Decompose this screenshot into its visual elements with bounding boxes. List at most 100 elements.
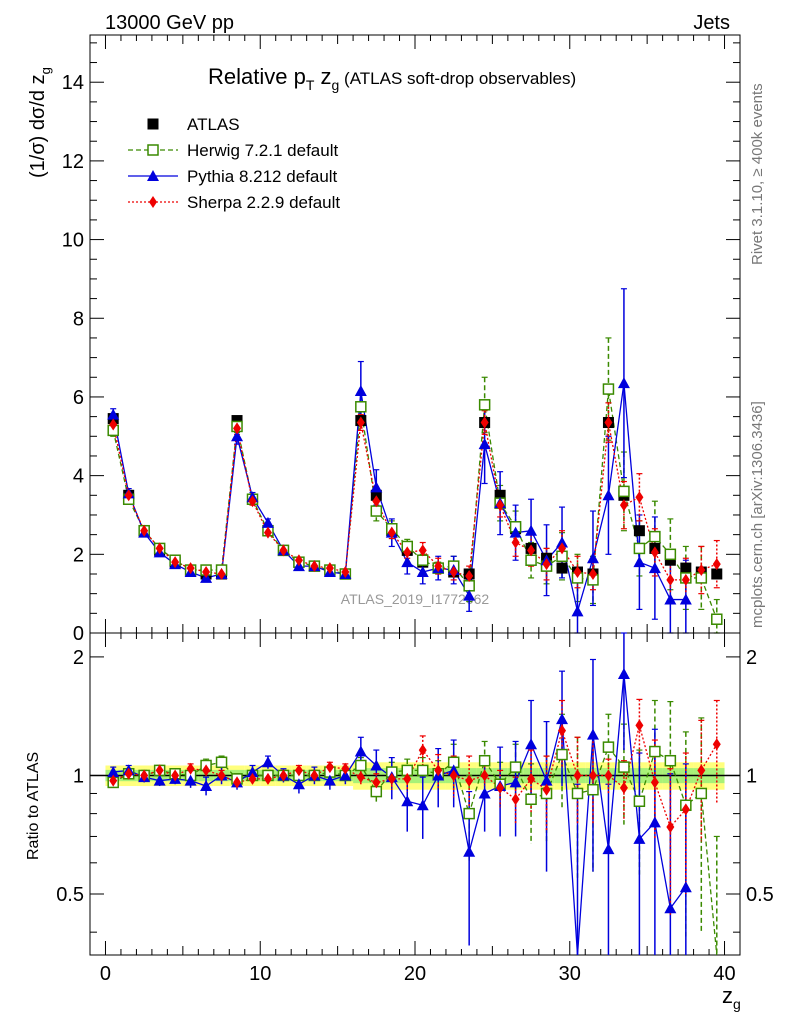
data-point-square-filled xyxy=(556,562,568,574)
ratio-point-square-open xyxy=(556,748,568,761)
data-point-triangle-filled xyxy=(354,385,367,397)
legend-label: Sherpa 2.2.9 default xyxy=(187,193,340,212)
series-line xyxy=(112,422,718,581)
data-point-square-open xyxy=(416,554,429,566)
data-point-triangle-filled xyxy=(617,377,630,389)
ratio-point-square-open xyxy=(587,783,599,796)
y-tick-label: 2 xyxy=(73,544,84,566)
ratio-frame xyxy=(89,632,741,956)
ratio-point-diamond-filled xyxy=(372,776,381,789)
ratio-point-square-open xyxy=(664,754,677,767)
data-point-diamond-filled xyxy=(666,573,675,586)
data-point-triangle-filled xyxy=(261,516,274,528)
data-point-triangle-filled xyxy=(463,589,476,601)
x-tick-label: 30 xyxy=(559,963,581,985)
ratio-point-diamond-filled xyxy=(434,764,443,777)
ratio-point-triangle-filled xyxy=(509,776,522,788)
data-point-diamond-filled xyxy=(449,566,458,579)
ratio-point-square-open xyxy=(618,761,630,773)
data-point-triangle-filled xyxy=(571,605,584,617)
side-mcplots-label: mcplots.cern.ch [arXiv:1306.3436] xyxy=(749,401,766,628)
data-point-diamond-filled xyxy=(294,554,303,567)
ratio-y-tick-label-right: 0.5 xyxy=(746,884,774,906)
data-point-square-filled xyxy=(633,525,645,537)
ratio-point-diamond-filled xyxy=(635,719,644,732)
data-point-triangle-filled xyxy=(633,556,646,568)
legend-marker-square-open xyxy=(147,144,159,156)
data-point-square-filled xyxy=(231,415,243,427)
data-point-square-open xyxy=(463,580,475,592)
ratio-point-square-open xyxy=(509,761,522,773)
x-axis-label-main: z xyxy=(722,983,733,1008)
ratio-series-line xyxy=(113,673,687,956)
data-point-diamond-filled xyxy=(140,524,149,537)
data-point-diamond-filled xyxy=(310,560,319,573)
data-point-triangle-filled xyxy=(664,593,677,605)
y-axis-label: (1/σ) dσ/d zg xyxy=(27,67,53,178)
data-point-diamond-filled xyxy=(171,556,180,569)
ratio-y-tick-label: 2 xyxy=(73,647,84,669)
data-point-diamond-filled xyxy=(263,526,272,539)
ratio-point-triangle-filled xyxy=(478,787,491,799)
data-point-triangle-filled xyxy=(586,552,599,564)
ratio-point-diamond-filled xyxy=(558,724,567,737)
data-point-diamond-filled xyxy=(109,418,118,431)
data-point-diamond-filled xyxy=(542,558,551,571)
plot-title: Relative pT zg (ATLAS soft-drop observab… xyxy=(208,64,576,93)
data-point-diamond-filled xyxy=(248,495,257,508)
data-point-triangle-filled xyxy=(556,536,569,548)
ratio-point-diamond-filled xyxy=(573,769,582,782)
y-tick-label: 6 xyxy=(73,387,84,409)
ratio-point-triangle-filled xyxy=(586,728,599,740)
data-point-square-open xyxy=(355,401,367,413)
data-point-triangle-filled xyxy=(231,430,244,442)
legend-marker-triangle-filled xyxy=(147,170,159,181)
ratio-point-diamond-filled xyxy=(217,769,226,782)
legend-marker-square-filled xyxy=(147,118,159,130)
data-point-square-open xyxy=(649,530,661,543)
plot-title-tail: (ATLAS soft-drop observables) xyxy=(339,69,576,88)
ratio-point-triangle-filled xyxy=(370,759,383,771)
data-point-diamond-filled xyxy=(217,567,226,580)
data-point-diamond-filled xyxy=(604,416,613,429)
data-point-square-filled xyxy=(494,489,506,501)
data-point-triangle-filled xyxy=(602,489,615,501)
data-point-triangle-filled xyxy=(679,593,692,605)
ratio-point-triangle-filled xyxy=(339,769,352,781)
data-point-triangle-filled xyxy=(416,566,429,578)
ratio-point-diamond-filled xyxy=(449,769,458,782)
main-data-layer xyxy=(107,288,723,634)
ratio-point-diamond-filled xyxy=(263,772,272,785)
ratio-point-triangle-filled xyxy=(261,756,274,768)
ratio-point-triangle-filled xyxy=(540,774,553,786)
ratio-point-square-open xyxy=(649,745,661,758)
header-energy-label: 13000 GeV pp xyxy=(105,12,234,34)
ratio-point-diamond-filled xyxy=(155,764,164,777)
ratio-point-diamond-filled xyxy=(465,774,474,787)
ratio-point-diamond-filled xyxy=(186,762,195,775)
ratio-point-square-open xyxy=(602,741,615,753)
ratio-point-triangle-filled xyxy=(246,766,259,778)
ratio-point-triangle-filled xyxy=(107,766,120,778)
data-point-square-open xyxy=(478,399,491,411)
data-point-diamond-filled xyxy=(325,562,334,575)
data-point-triangle-filled xyxy=(107,408,120,420)
data-point-triangle-filled xyxy=(370,481,383,493)
data-point-diamond-filled xyxy=(418,544,427,557)
data-point-triangle-filled xyxy=(401,556,414,568)
data-point-square-open xyxy=(370,505,383,517)
y-tick-label: 12 xyxy=(62,151,84,173)
ratio-point-diamond-filled xyxy=(109,774,118,787)
data-point-diamond-filled xyxy=(619,499,628,512)
ratio-point-triangle-filled xyxy=(354,745,367,757)
main-axis-ticks: 0 2 4 6 8 10 12 14 xyxy=(62,35,740,645)
data-point-diamond-filled xyxy=(202,566,211,579)
ratio-point-diamond-filled xyxy=(310,769,319,782)
data-point-triangle-filled xyxy=(525,524,538,536)
plot-title-sub: T xyxy=(306,77,315,93)
legend-label: ATLAS xyxy=(187,115,240,134)
ratio-point-square-open xyxy=(695,787,708,800)
y-tick-label: 14 xyxy=(62,72,84,94)
data-point-diamond-filled xyxy=(697,564,706,577)
ratio-point-diamond-filled xyxy=(294,764,303,777)
